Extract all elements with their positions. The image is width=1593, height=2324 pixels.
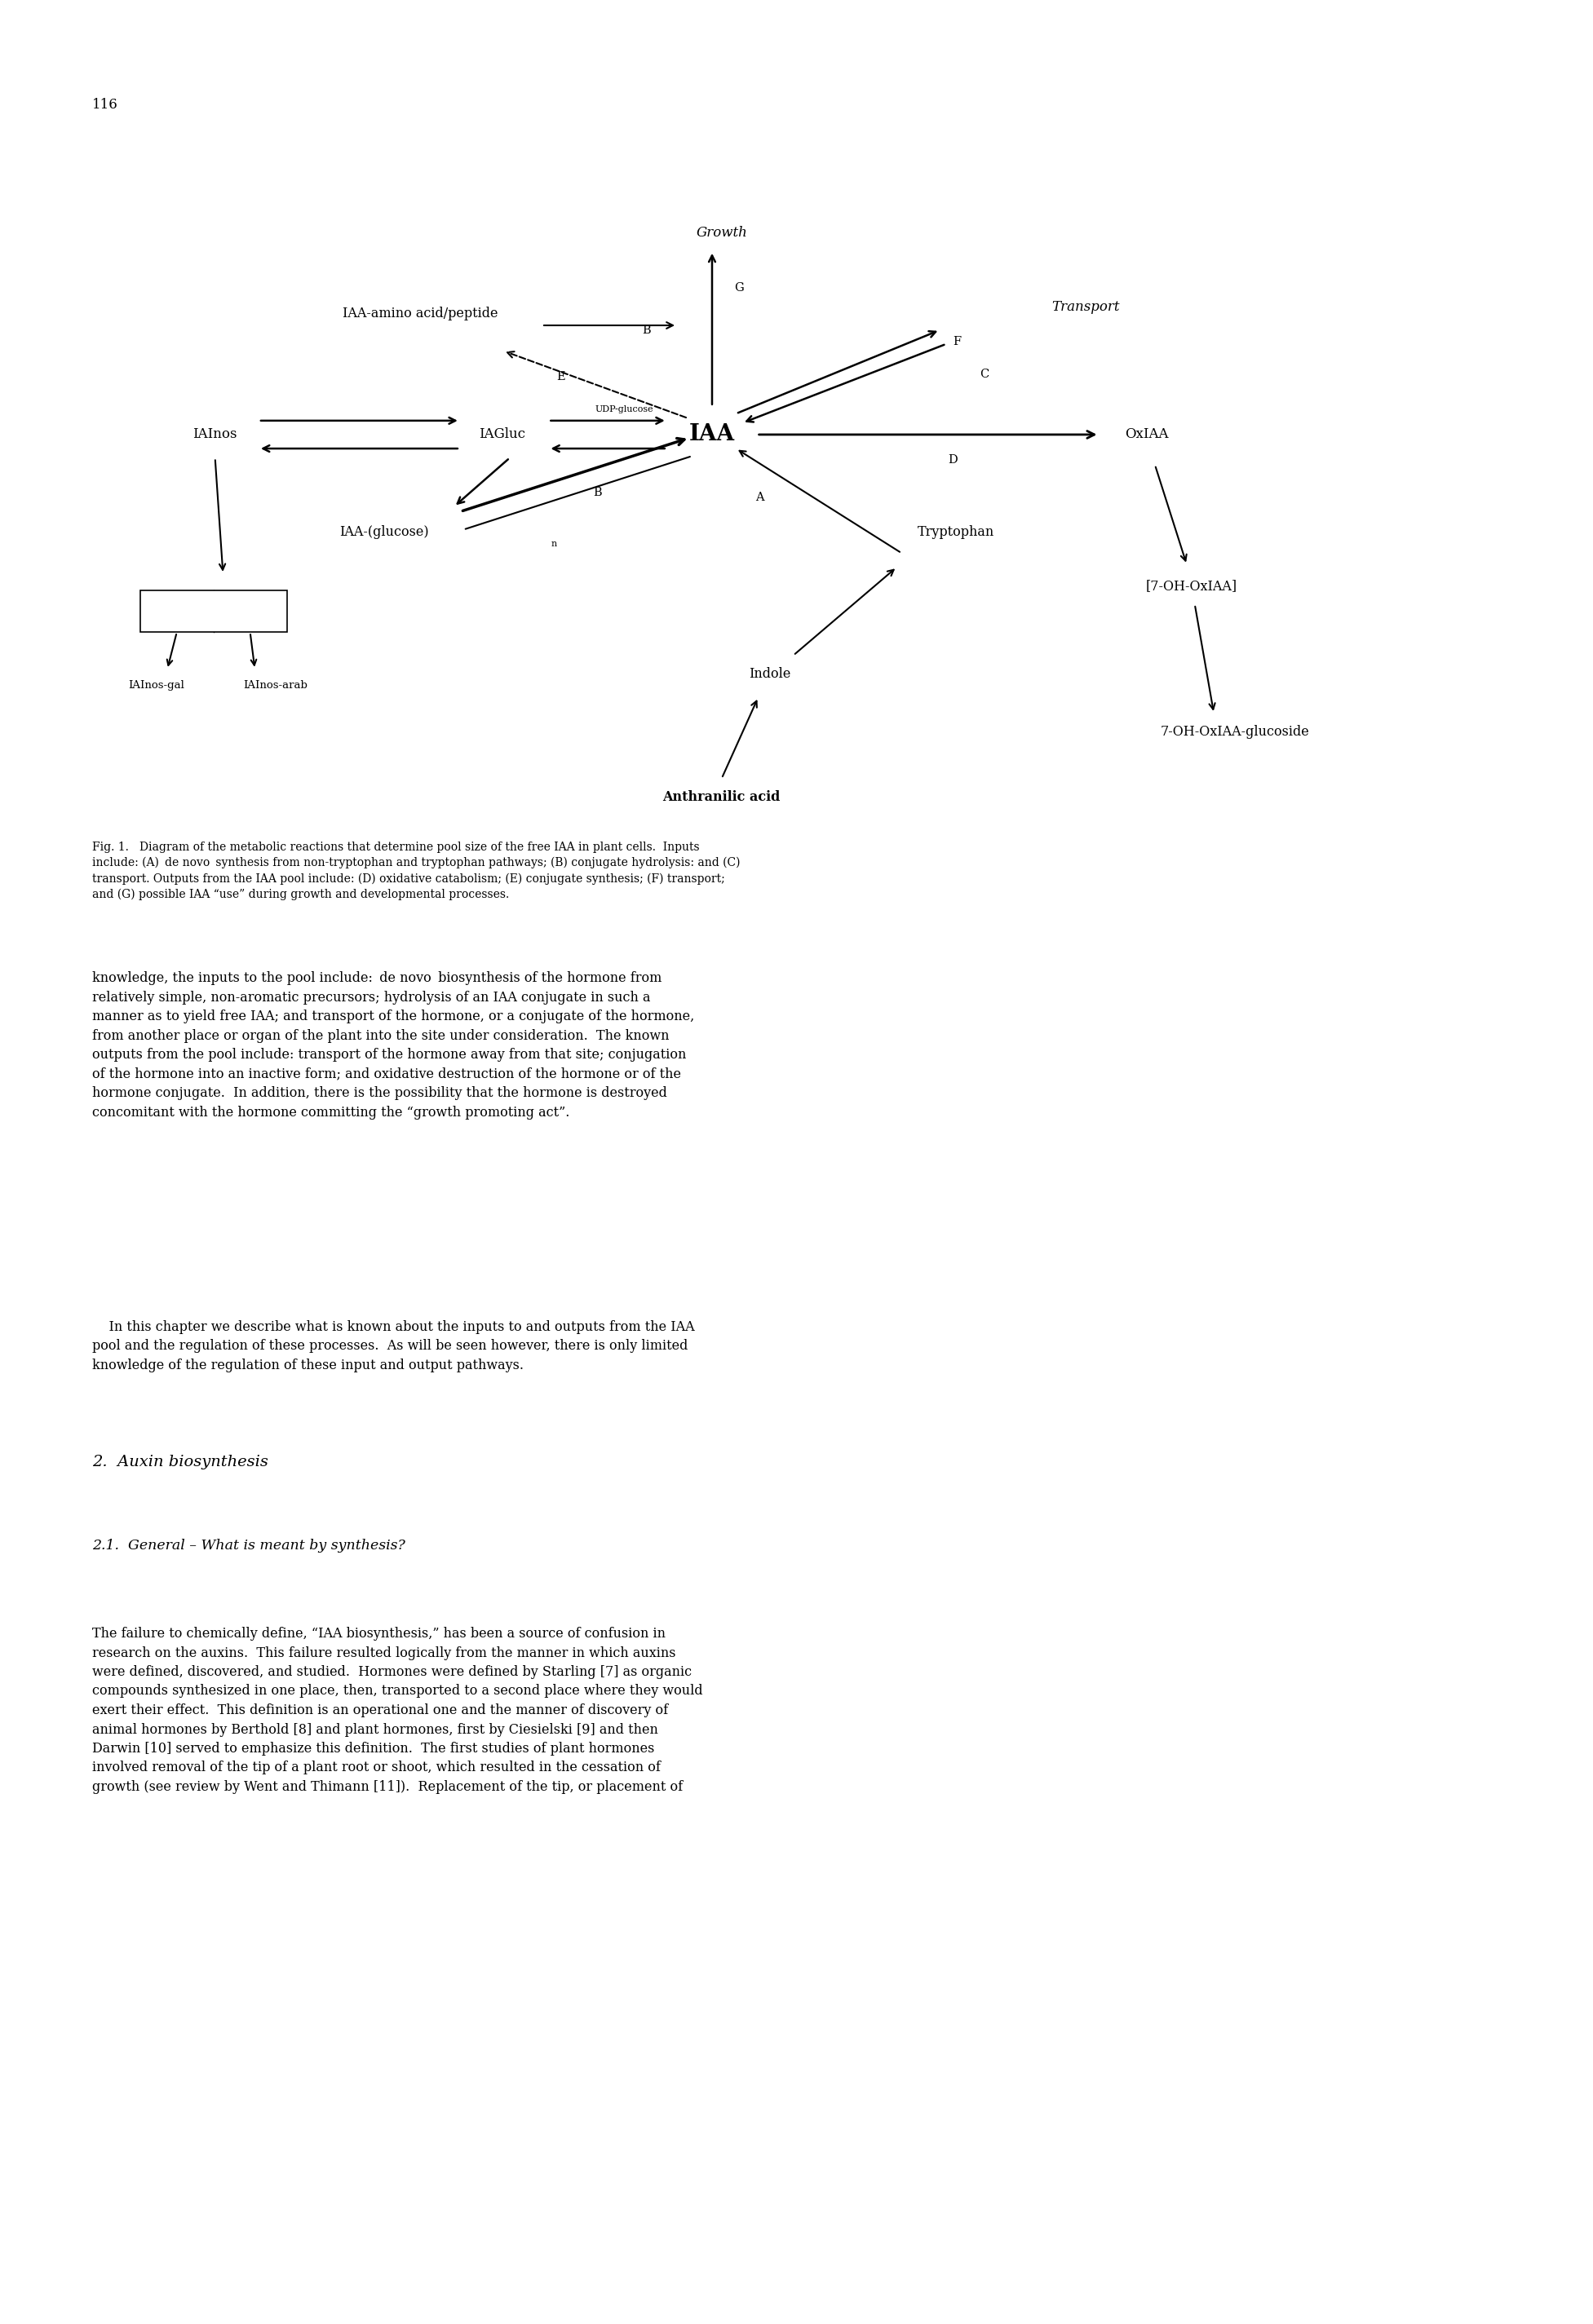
- Text: The failure to chemically define, “IAA biosynthesis,” has been a source of confu: The failure to chemically define, “IAA b…: [92, 1627, 703, 1794]
- Text: Fig. 1.   Diagram of the metabolic reactions that determine pool size of the fre: Fig. 1. Diagram of the metabolic reactio…: [92, 841, 741, 899]
- Text: IAInos-gal: IAInos-gal: [127, 681, 185, 690]
- Text: 2.  Auxin biosynthesis: 2. Auxin biosynthesis: [92, 1455, 269, 1469]
- Text: Transport: Transport: [1051, 300, 1120, 314]
- Text: [7-OH-OxIAA]: [7-OH-OxIAA]: [1145, 579, 1238, 593]
- Text: knowledge, the inputs to the pool include:  de novo  biosynthesis of the hormone: knowledge, the inputs to the pool includ…: [92, 971, 695, 1120]
- Text: F: F: [953, 337, 962, 346]
- Text: 116: 116: [92, 98, 118, 112]
- Text: B: B: [593, 488, 602, 497]
- Text: IAInos-arab: IAInos-arab: [244, 681, 307, 690]
- Text: D: D: [948, 456, 957, 465]
- Text: A: A: [755, 493, 765, 502]
- Text: UDP-gal: UDP-gal: [161, 604, 196, 614]
- Text: Anthranilic acid: Anthranilic acid: [663, 790, 781, 804]
- Text: Indole: Indole: [749, 667, 790, 681]
- Text: Tryptophan: Tryptophan: [918, 525, 994, 539]
- Text: UDP-arab: UDP-arab: [223, 604, 264, 614]
- Text: E: E: [556, 372, 566, 381]
- Text: B: B: [642, 325, 652, 335]
- Text: n: n: [551, 539, 558, 548]
- Text: UDP-glucose: UDP-glucose: [596, 404, 653, 414]
- Text: IAA-(glucose): IAA-(glucose): [339, 525, 429, 539]
- FancyBboxPatch shape: [140, 590, 287, 632]
- Text: IAInos: IAInos: [193, 428, 237, 442]
- Text: 7-OH-OxIAA-glucoside: 7-OH-OxIAA-glucoside: [1160, 725, 1309, 739]
- Text: IAA: IAA: [690, 423, 734, 446]
- Text: 2.1.  General – What is meant by synthesis?: 2.1. General – What is meant by synthesi…: [92, 1538, 406, 1552]
- Text: OxIAA: OxIAA: [1125, 428, 1169, 442]
- Text: G: G: [734, 284, 744, 293]
- Text: Growth: Growth: [696, 225, 747, 239]
- Text: IAGluc: IAGluc: [478, 428, 526, 442]
- Text: IAA-amino acid/peptide: IAA-amino acid/peptide: [342, 307, 499, 321]
- Text: C: C: [980, 370, 989, 379]
- Text: In this chapter we describe what is known about the inputs to and outputs from t: In this chapter we describe what is know…: [92, 1320, 695, 1371]
